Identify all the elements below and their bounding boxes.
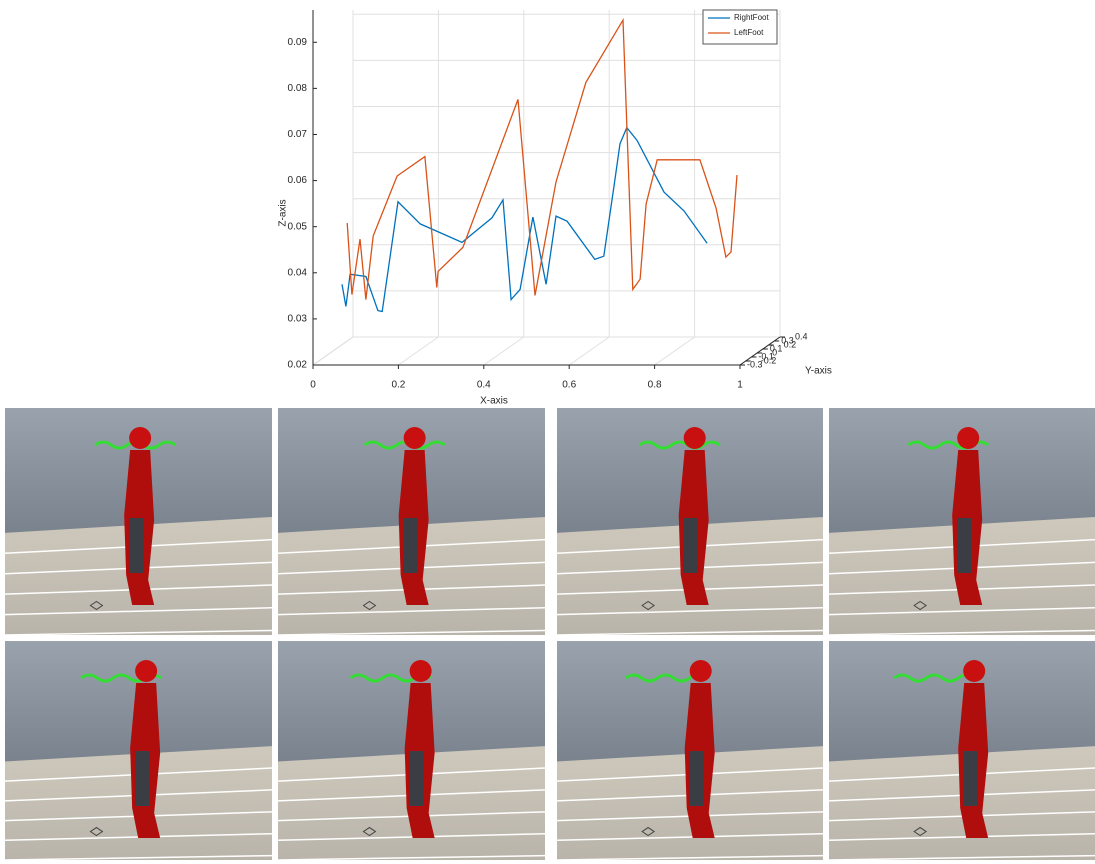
robot-joint <box>963 751 977 806</box>
robot-head <box>410 660 432 682</box>
floor-edge <box>313 337 780 365</box>
series-line <box>347 20 737 299</box>
snapshot <box>5 641 272 860</box>
legend: RightFoot LeftFoot <box>703 10 777 44</box>
simulation-snapshots <box>5 408 1095 860</box>
robot-head <box>684 427 706 449</box>
x-tick-label: 0.8 <box>648 380 662 391</box>
robot-joint <box>684 518 698 573</box>
z-tick-label: 0.07 <box>288 129 308 140</box>
robot-joint <box>129 518 143 573</box>
snapshot <box>829 408 1095 635</box>
x-tick-label: 0.2 <box>391 380 405 391</box>
series-line <box>342 128 707 312</box>
x-tick-label: 0 <box>310 380 316 391</box>
robot-joint <box>690 751 704 806</box>
snapshot <box>278 408 545 635</box>
grid-line <box>569 337 609 365</box>
x-tick-label: 0.4 <box>477 380 491 391</box>
grid-line <box>484 337 524 365</box>
x-tick-label: 0.6 <box>562 380 576 391</box>
snapshot <box>557 408 823 635</box>
robot-head <box>129 427 151 449</box>
robot-head <box>963 660 985 682</box>
robot-joint <box>957 518 971 573</box>
robot-head <box>135 660 157 682</box>
y-tick-label: 0.4 <box>795 331 808 341</box>
robot-head <box>957 427 979 449</box>
z-tick-label: 0.08 <box>288 83 308 94</box>
z-tick-label: 0.04 <box>288 267 308 278</box>
robot-head <box>404 427 426 449</box>
x-axis-label: X-axis <box>480 396 508 407</box>
z-tick-label: 0.06 <box>288 175 308 186</box>
z-tick-label: 0.02 <box>288 360 308 371</box>
figure: X-axis Y-axis Z-axis 00.20.40.60.810.020… <box>0 0 1095 864</box>
snapshot <box>557 641 823 860</box>
grid-line <box>398 337 438 365</box>
robot-head <box>690 660 712 682</box>
z-tick-label: 0.05 <box>288 221 308 232</box>
legend-label: LeftFoot <box>734 28 764 37</box>
grid-line <box>655 337 695 365</box>
page: X-axis Y-axis Z-axis 00.20.40.60.810.020… <box>0 0 1095 864</box>
back-wall <box>353 10 780 337</box>
robot-joint <box>404 518 418 573</box>
grid-line <box>313 337 353 365</box>
robot-joint <box>410 751 424 806</box>
snapshot <box>278 641 545 860</box>
z-tick-label: 0.03 <box>288 314 308 325</box>
x-tick-label: 1 <box>737 380 743 391</box>
legend-label: RightFoot <box>734 13 769 22</box>
robot-joint <box>135 751 149 806</box>
z-tick-label: 0.09 <box>288 37 308 48</box>
snapshot <box>829 641 1095 860</box>
snapshot <box>5 408 272 635</box>
y-axis-label: Y-axis <box>805 366 832 377</box>
